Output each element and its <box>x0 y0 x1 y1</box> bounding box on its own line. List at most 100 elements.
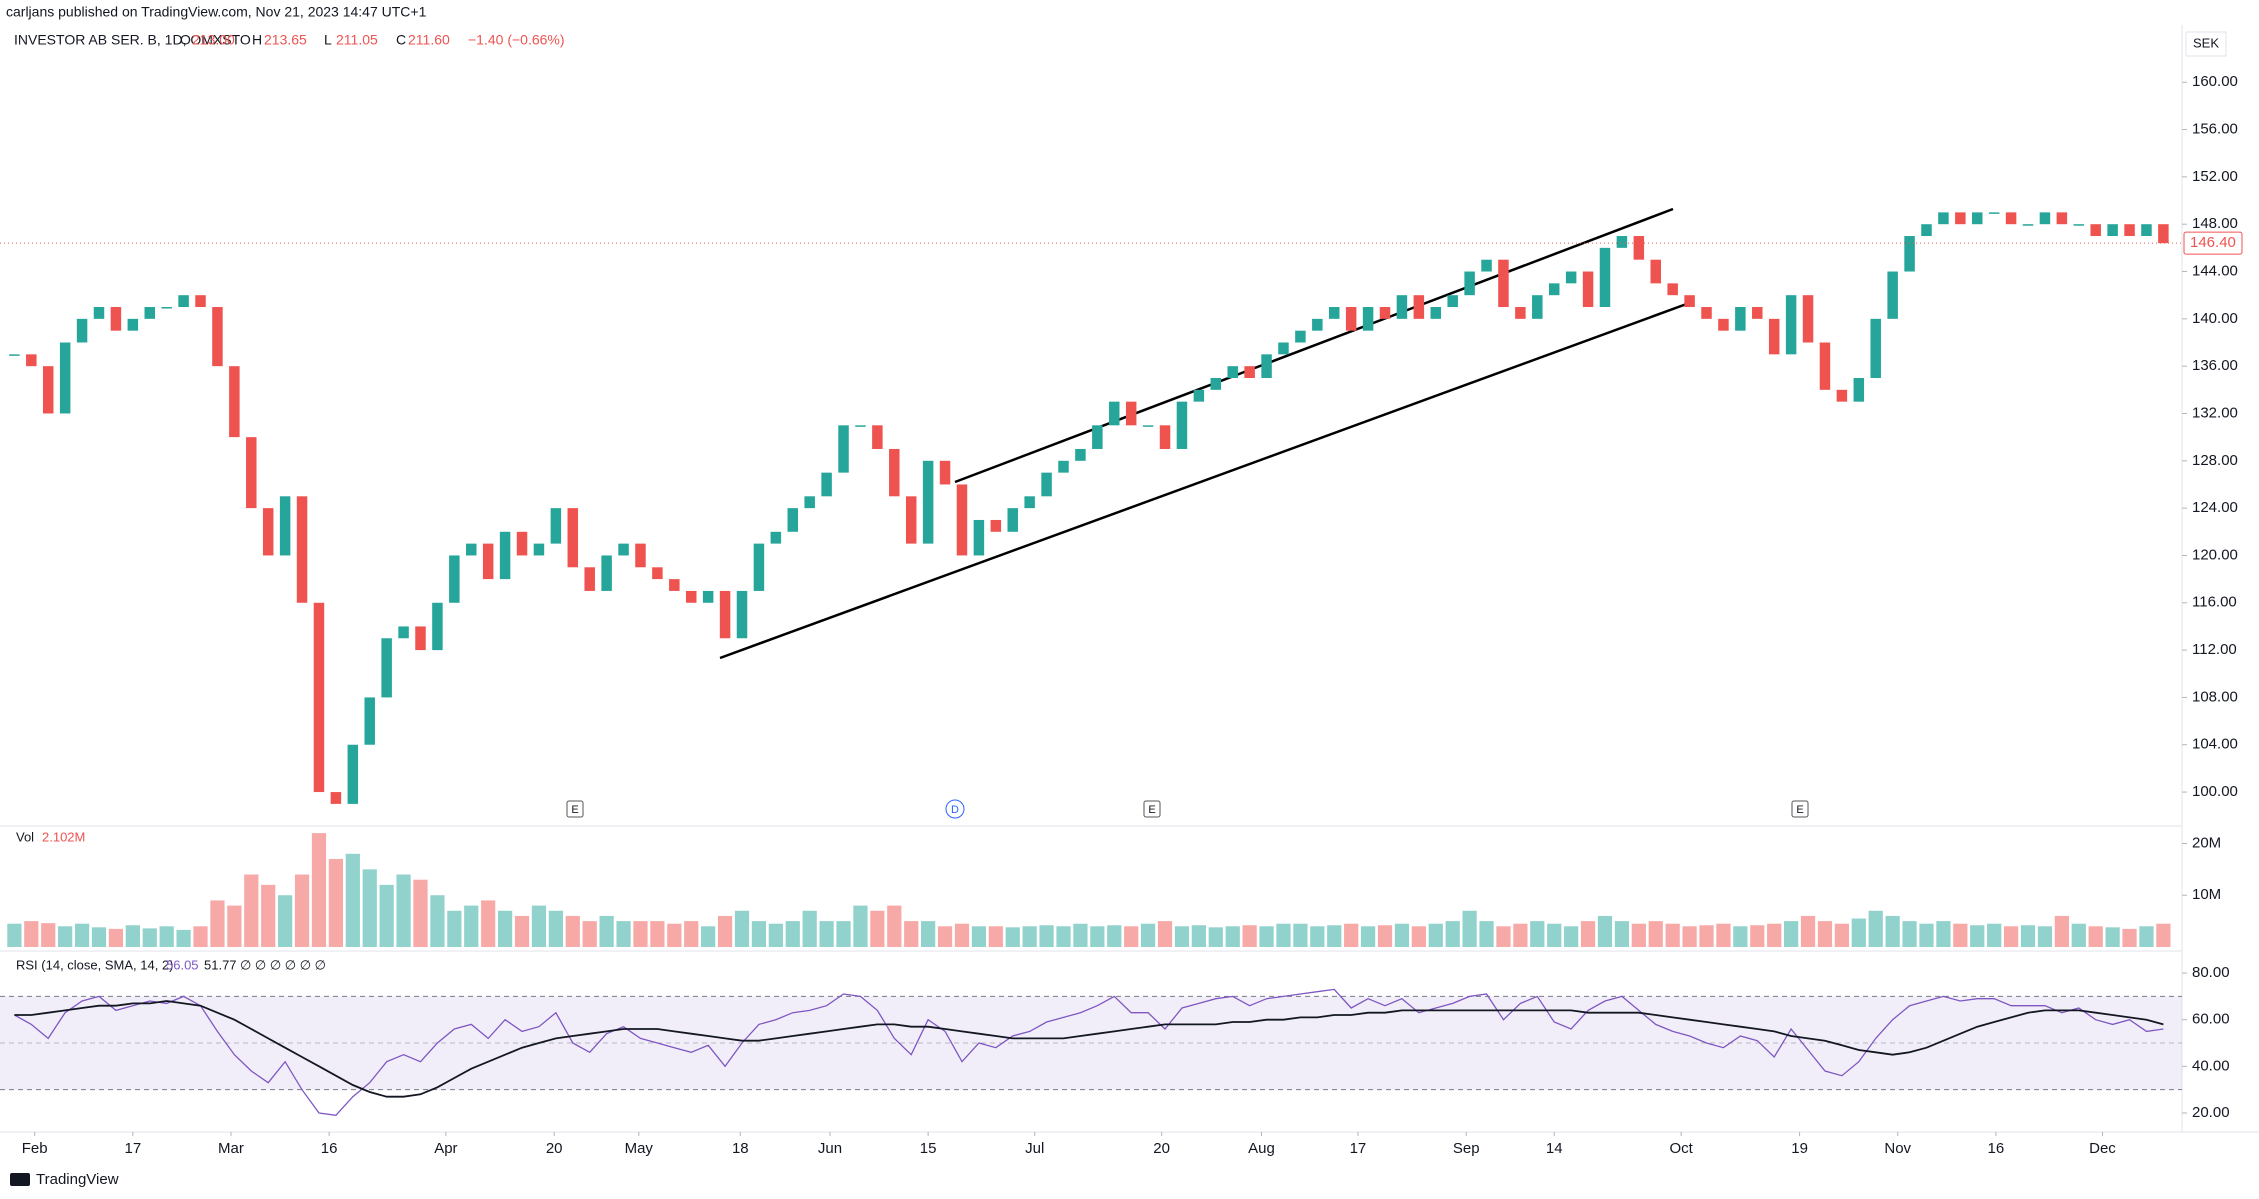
candle-body <box>2073 224 2085 226</box>
volume-bar <box>396 874 411 947</box>
volume-bar <box>1174 926 1190 947</box>
volume-bar <box>1377 925 1393 947</box>
candle-body <box>1582 271 1594 308</box>
candle-body <box>432 602 443 651</box>
volume-bar <box>1242 925 1257 947</box>
volume-bar <box>2020 925 2036 947</box>
candle-body <box>76 318 88 343</box>
legend-ohlc: O 213.00 H 213.65 L 211.05 C 211.60 −1.40 (−0.66… <box>180 32 565 48</box>
candle-body <box>669 579 680 591</box>
volume-bar <box>1191 925 1206 947</box>
volume-bar <box>328 858 343 947</box>
candle-body <box>1752 307 1763 319</box>
last-price-box <box>2183 231 2243 255</box>
candle-body <box>855 425 866 427</box>
volume-bar <box>921 921 936 947</box>
volume-bar <box>650 921 665 947</box>
candle-body <box>1024 496 1035 509</box>
volume-bar <box>1987 923 2002 947</box>
candle-body <box>1616 236 1628 248</box>
volume-bar <box>1479 921 1494 947</box>
candle-body <box>1125 401 1137 426</box>
candle-body <box>246 437 257 509</box>
candle-body <box>702 590 714 603</box>
volume-bar <box>125 925 140 947</box>
volume-bar <box>2105 927 2120 947</box>
candle-body <box>1396 295 1408 319</box>
last-price-label: 146.40 <box>2190 234 2236 251</box>
volume-bar <box>1462 910 1477 947</box>
candle-body <box>2107 224 2118 237</box>
x-tick-label: 20 <box>546 1140 563 1157</box>
x-tick-label: Jul <box>1025 1140 1044 1157</box>
volume-bar <box>1056 926 1071 947</box>
candle-body <box>144 307 155 319</box>
volume-bar <box>1631 923 1646 947</box>
candle-body <box>1447 295 1458 308</box>
volume-bar <box>1784 921 1799 947</box>
event-label[interactable]: D <box>951 804 959 816</box>
candle-body <box>195 295 206 308</box>
candle-body <box>398 626 409 639</box>
volume-bar <box>2054 915 2069 947</box>
candle-body <box>1007 508 1018 532</box>
event-label[interactable]: E <box>1796 804 1803 816</box>
candle-body <box>905 496 917 544</box>
volume-bar <box>1817 921 1833 947</box>
candle-body <box>2005 212 2017 225</box>
volume-bar <box>734 910 750 947</box>
event-label[interactable]: E <box>571 804 578 816</box>
y-tick-label: 108.00 <box>2192 688 2238 705</box>
volume-bar <box>1580 921 1596 947</box>
volume-bar <box>2088 926 2103 947</box>
volume-bar <box>1428 923 1443 947</box>
published-note: carljans published on TradingView.com, N… <box>6 4 427 20</box>
candle-body <box>939 460 951 485</box>
volume-bar <box>836 921 851 947</box>
x-tick-label: Mar <box>218 1140 244 1157</box>
candle-body <box>533 543 545 556</box>
y-tick-label: 104.00 <box>2192 736 2238 753</box>
volume-bar <box>954 923 970 947</box>
volume-bar <box>1090 926 1105 947</box>
event-label[interactable]: E <box>1148 804 1155 816</box>
y-tick-label: 140.00 <box>2192 310 2238 327</box>
candle-body <box>449 555 460 603</box>
volume-bar <box>667 923 682 947</box>
candle-body <box>1430 307 1442 319</box>
volume-bar <box>1107 925 1122 947</box>
volume-bar <box>1496 926 1511 947</box>
volume-bar <box>684 921 699 947</box>
volume-bar <box>430 895 445 947</box>
candle-body <box>1955 212 1966 225</box>
brand: TradingView <box>36 1171 119 1188</box>
volume-bar <box>278 895 293 947</box>
volume-bar <box>1868 910 1883 947</box>
rsi-na: ∅ ∅ ∅ ∅ ∅ ∅ <box>240 957 326 972</box>
candle-body <box>652 567 663 580</box>
volume-bar <box>108 928 124 947</box>
volume-bar <box>565 915 580 947</box>
candle-body <box>1379 307 1391 319</box>
volume-bar <box>24 921 39 947</box>
volume-bar <box>1953 923 1968 947</box>
candle-body <box>1870 318 1881 378</box>
x-tick-label: 14 <box>1546 1140 1563 1157</box>
candle-body <box>9 354 20 356</box>
volume-bar <box>1327 925 1342 947</box>
ohlc-key: O <box>180 32 191 48</box>
volume-bar <box>1276 923 1291 947</box>
candle-body <box>1921 224 1932 237</box>
volume-bar <box>1970 925 1985 947</box>
candle-body <box>1735 307 1746 331</box>
y-tick-label: 144.00 <box>2192 262 2238 279</box>
candle-body <box>1667 283 1678 296</box>
candle-body <box>2158 224 2169 244</box>
currency: SEK <box>2193 35 2219 50</box>
volume-bar <box>870 910 885 947</box>
channel-upper <box>954 207 1674 484</box>
volume-bar <box>1547 923 1562 947</box>
y-tick-label: 132.00 <box>2192 404 2238 421</box>
volume-bar <box>971 926 987 947</box>
